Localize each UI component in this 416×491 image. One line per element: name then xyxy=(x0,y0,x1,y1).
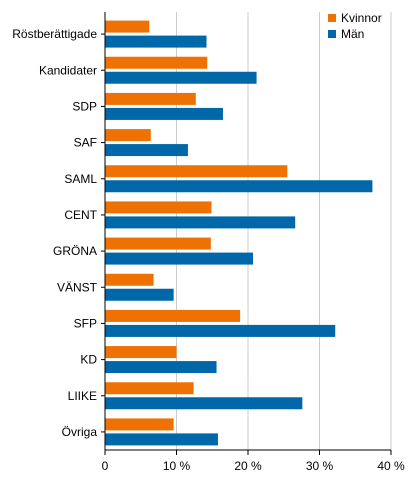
bar-kvinnor xyxy=(105,201,212,214)
x-tick-label: 0 xyxy=(102,459,109,473)
bar-man xyxy=(105,324,336,337)
bar-man xyxy=(105,144,188,157)
category-label: SDP xyxy=(72,99,97,113)
bar-man xyxy=(105,216,296,229)
bar-man xyxy=(105,180,373,193)
legend-label: Män xyxy=(341,27,364,41)
bar-man xyxy=(105,35,207,48)
category-label: SFP xyxy=(74,316,97,330)
axes xyxy=(101,12,392,455)
bar-man xyxy=(105,71,257,84)
legend-label: Kvinnor xyxy=(341,11,382,25)
bar-kvinnor xyxy=(105,273,154,286)
legend-swatch xyxy=(328,30,336,38)
legend: Kvinnor Män xyxy=(328,11,382,41)
x-tick-label: 10 % xyxy=(163,459,191,473)
bar-man xyxy=(105,107,223,120)
category-labels: Röstberättigade Kandidater SDP SAF SAML CENT G… xyxy=(12,27,97,439)
category-label: KD xyxy=(80,353,97,367)
x-tick-label: 20 % xyxy=(234,459,262,473)
bar-man xyxy=(105,397,303,410)
bar-kvinnor xyxy=(105,56,208,69)
category-label: LIIKE xyxy=(68,389,97,403)
bar-kvinnor xyxy=(105,20,150,33)
bar-man xyxy=(105,433,218,446)
category-label: Kandidater xyxy=(39,63,97,77)
bars xyxy=(105,20,373,446)
x-tick-label: 40 % xyxy=(377,459,405,473)
legend-swatch xyxy=(328,14,336,22)
bar-kvinnor xyxy=(105,418,174,431)
bar-kvinnor xyxy=(105,92,196,105)
category-label: SAF xyxy=(74,136,97,150)
x-tick-label: 30 % xyxy=(306,459,334,473)
bar-kvinnor xyxy=(105,129,151,142)
bar-man xyxy=(105,361,217,374)
category-label: VÄNST xyxy=(57,280,98,294)
bar-kvinnor xyxy=(105,165,288,178)
category-label: CENT xyxy=(64,208,97,222)
bar-kvinnor xyxy=(105,237,211,250)
category-label: Övriga xyxy=(62,425,98,439)
bar-man xyxy=(105,252,254,265)
bar-kvinnor xyxy=(105,346,177,359)
gridlines xyxy=(176,12,392,450)
category-label: GRÖNA xyxy=(53,244,97,258)
tick-labels: 0 10 % 20 % 30 % 40 % xyxy=(102,459,405,473)
category-label: Röstberättigade xyxy=(12,27,97,41)
bar-kvinnor xyxy=(105,309,241,322)
bar-kvinnor xyxy=(105,382,194,395)
bar-man xyxy=(105,288,174,301)
category-label: SAML xyxy=(64,172,97,186)
